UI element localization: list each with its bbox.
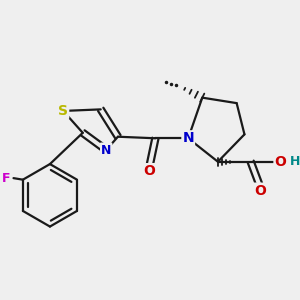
Text: H: H <box>290 155 300 168</box>
Text: O: O <box>143 164 155 178</box>
Text: O: O <box>274 155 286 169</box>
Text: O: O <box>254 184 266 198</box>
Text: N: N <box>182 131 194 145</box>
Text: N: N <box>101 143 111 157</box>
Text: S: S <box>58 104 68 118</box>
Text: F: F <box>2 172 10 184</box>
